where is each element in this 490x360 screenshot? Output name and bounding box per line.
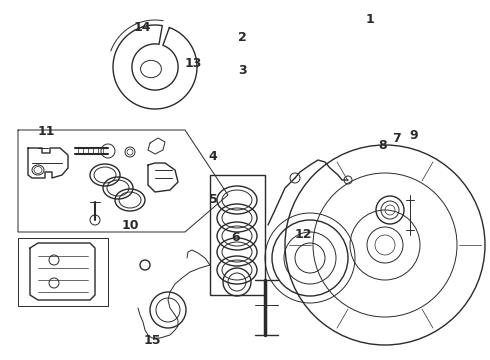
- Text: 2: 2: [238, 31, 247, 44]
- Bar: [210, 175, 265, 295]
- Text: 8: 8: [378, 139, 387, 152]
- Bar: [18, 238, 108, 306]
- Text: 11: 11: [38, 125, 55, 138]
- Text: 5: 5: [209, 193, 218, 206]
- Text: 1: 1: [366, 13, 374, 26]
- Text: 4: 4: [209, 150, 218, 163]
- Text: 15: 15: [143, 334, 161, 347]
- Text: 12: 12: [295, 228, 313, 240]
- Text: 10: 10: [121, 219, 139, 231]
- Text: 7: 7: [392, 132, 401, 145]
- Text: 13: 13: [185, 57, 202, 69]
- Text: 6: 6: [231, 231, 240, 244]
- Text: 3: 3: [238, 64, 247, 77]
- Text: 14: 14: [133, 21, 151, 33]
- Text: 9: 9: [410, 129, 418, 141]
